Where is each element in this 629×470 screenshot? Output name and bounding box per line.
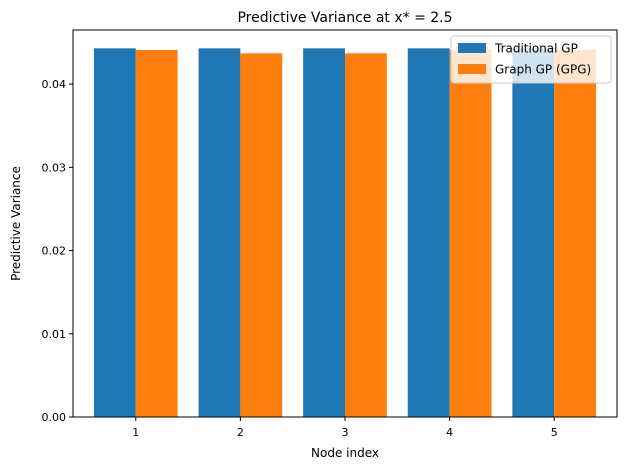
bar-graph-gp-2 bbox=[240, 53, 283, 418]
chart-title: Predictive Variance at x* = 2.5 bbox=[237, 10, 452, 26]
x-axis: 1 2 3 4 5 bbox=[132, 417, 558, 439]
legend-box bbox=[450, 35, 612, 84]
x-tick-label: 5 bbox=[551, 426, 558, 439]
x-axis-label: Node index bbox=[311, 446, 379, 460]
y-tick-label: 0.00 bbox=[42, 411, 67, 424]
y-axis: 0.00 0.01 0.02 0.03 0.04 bbox=[42, 78, 73, 424]
y-axis-label: Predictive Variance bbox=[9, 166, 23, 281]
legend: Traditional GP Graph GP (GPG) bbox=[450, 35, 612, 84]
bar-traditional-gp-2 bbox=[198, 48, 241, 417]
bar-traditional-gp-3 bbox=[303, 48, 345, 417]
bar-graph-gp-3 bbox=[345, 53, 387, 418]
bar-graph-gp-4 bbox=[449, 49, 492, 418]
bar-graph-gp-1 bbox=[135, 49, 178, 418]
y-tick-label: 0.04 bbox=[42, 78, 67, 91]
y-tick-label: 0.03 bbox=[42, 161, 67, 174]
bar-traditional-gp-5 bbox=[512, 48, 555, 417]
x-tick-label: 1 bbox=[132, 426, 139, 439]
legend-swatch-traditional-gp bbox=[458, 43, 486, 53]
bar-traditional-gp-1 bbox=[93, 48, 136, 417]
bar-graph-gp-5 bbox=[554, 49, 597, 418]
bars-group bbox=[93, 48, 597, 418]
x-tick-label: 2 bbox=[237, 426, 244, 439]
y-tick-label: 0.01 bbox=[42, 328, 67, 341]
legend-swatch-graph-gp bbox=[458, 64, 486, 74]
legend-label-graph-gp: Graph GP (GPG) bbox=[495, 63, 591, 77]
bar-traditional-gp-4 bbox=[407, 48, 450, 417]
x-tick-label: 3 bbox=[342, 426, 349, 439]
x-tick-label: 4 bbox=[446, 426, 453, 439]
legend-label-traditional-gp: Traditional GP bbox=[494, 42, 578, 56]
y-tick-label: 0.02 bbox=[42, 245, 67, 258]
